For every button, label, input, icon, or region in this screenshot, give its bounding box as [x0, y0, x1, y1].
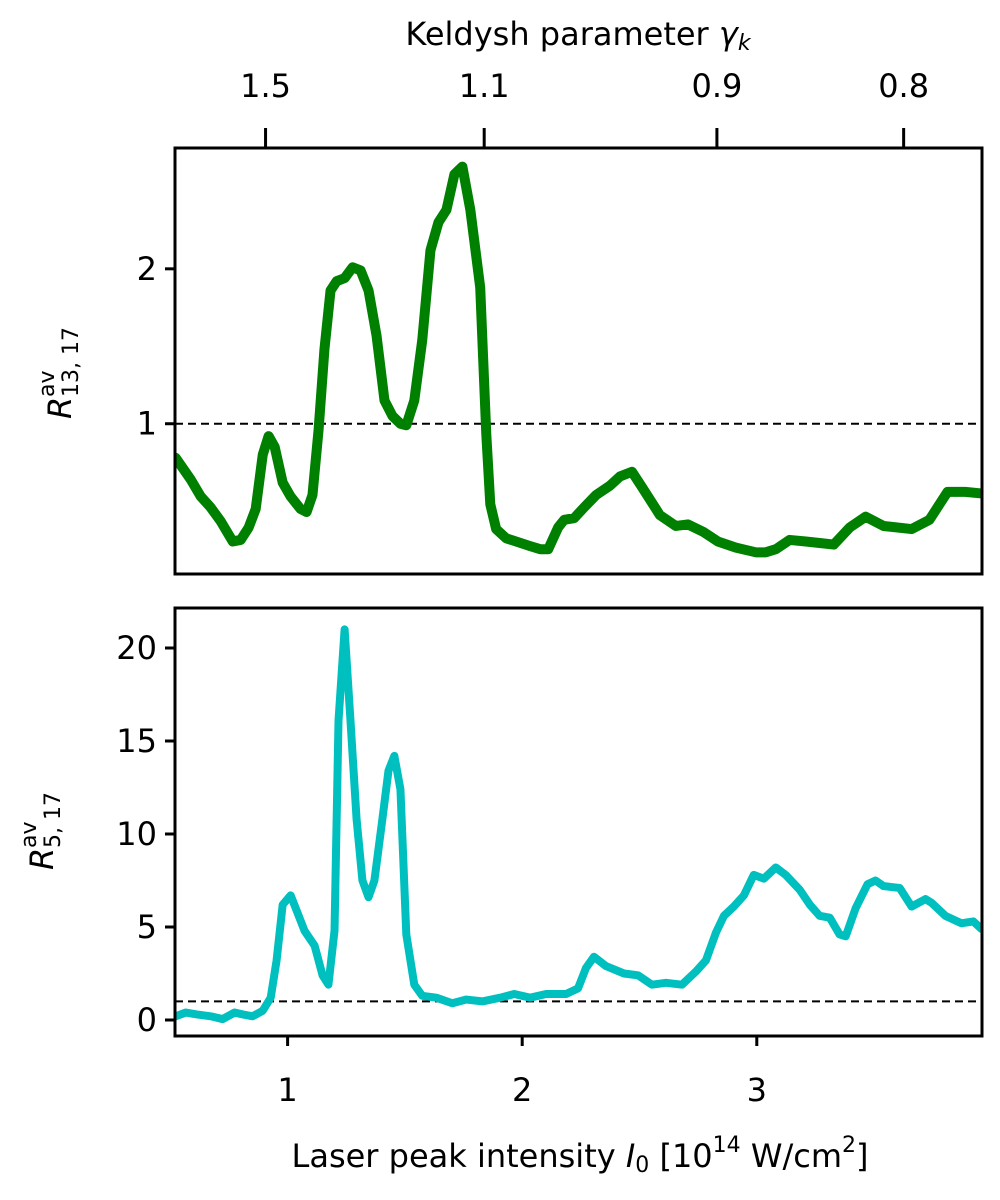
plot-frame	[173, 146, 984, 576]
y-axis-label: R av 13, 17	[35, 327, 84, 419]
label-part: 5, 17	[41, 792, 66, 848]
label-part: R	[23, 848, 61, 870]
y-tick-label: 0	[137, 1001, 157, 1039]
label-part: γ	[719, 15, 740, 53]
label-part: 14	[713, 1133, 741, 1158]
y-tick-label: 20	[116, 629, 157, 667]
label-part: k	[738, 31, 752, 56]
label-part: I	[626, 1137, 635, 1175]
label-part: R	[41, 397, 79, 419]
x2-tick-label: 0.8	[878, 67, 929, 105]
label-part: av	[17, 821, 42, 848]
x-axis-label: Laser peak intensity I0 [1014 W/cm2]	[292, 1133, 869, 1178]
label-part: 2	[842, 1133, 856, 1158]
x-tick-label: 2	[512, 1071, 532, 1109]
label-part: 13, 17	[59, 327, 84, 397]
x-tick-label: 1	[277, 1071, 297, 1109]
y-axis-label: R av 5, 17	[17, 792, 66, 870]
label-part: [10	[649, 1137, 712, 1175]
data-line	[175, 625, 982, 1024]
data-line	[175, 161, 982, 558]
y-tick-label: 15	[116, 722, 157, 760]
x2-tick-label: 1.5	[240, 67, 291, 105]
label-part: Laser peak intensity	[292, 1137, 626, 1175]
label-part: 0	[635, 1153, 649, 1178]
y-tick-label: 1	[137, 405, 157, 443]
y-tick-label: 10	[116, 815, 157, 853]
x2-axis-label: Keldysh parameter γk	[405, 15, 751, 56]
label-part: Keldysh parameter	[405, 15, 718, 53]
y-tick-label: 5	[137, 908, 157, 946]
x-tick-label: 3	[747, 1071, 767, 1109]
x2-tick-label: 0.9	[691, 67, 742, 105]
y-tick-label: 2	[137, 250, 157, 288]
x2-tick-label: 1.1	[459, 67, 510, 105]
label-part: W/cm	[741, 1137, 842, 1175]
label-part: av	[35, 370, 60, 397]
label-part: ]	[856, 1137, 868, 1175]
plot-frame	[173, 606, 984, 1038]
